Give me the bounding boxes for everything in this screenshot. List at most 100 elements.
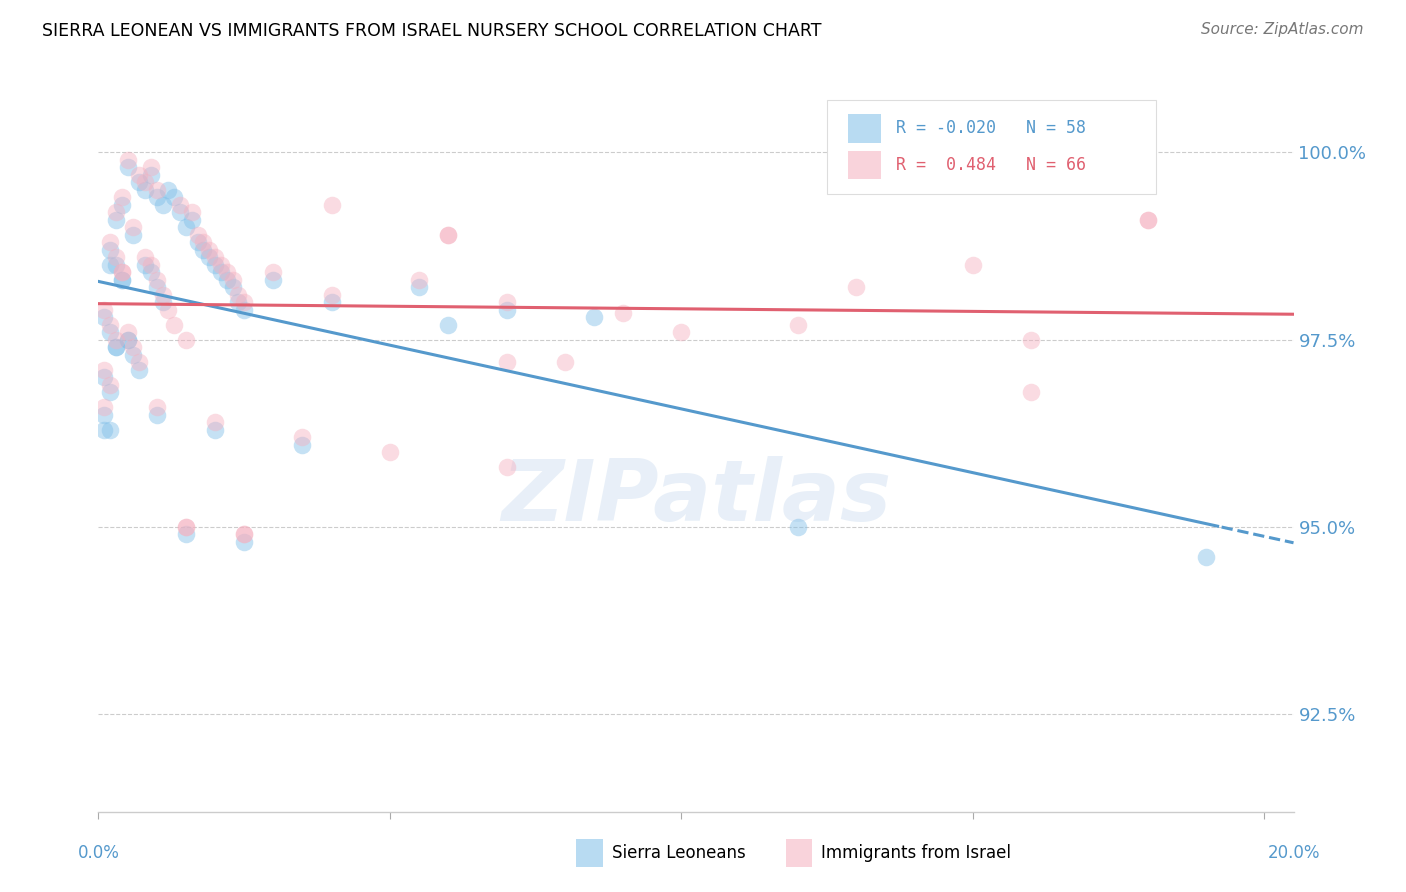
Point xyxy=(174,527,197,541)
Point xyxy=(582,310,605,325)
Point xyxy=(157,302,180,317)
Point xyxy=(198,243,221,257)
Point xyxy=(186,235,208,250)
Point xyxy=(145,408,167,422)
Point xyxy=(134,250,156,264)
Text: R =  0.484   N = 66: R = 0.484 N = 66 xyxy=(896,156,1085,174)
Point xyxy=(128,175,150,189)
Point xyxy=(117,333,139,347)
Point xyxy=(321,295,343,310)
Point xyxy=(291,437,314,451)
Point xyxy=(215,265,238,279)
Point xyxy=(117,325,139,339)
Point xyxy=(209,258,232,272)
Point xyxy=(93,408,115,422)
Point xyxy=(174,220,197,235)
Point xyxy=(93,370,115,384)
Point xyxy=(98,377,121,392)
Point xyxy=(262,273,284,287)
Text: 20.0%: 20.0% xyxy=(1267,844,1320,862)
Point xyxy=(1195,549,1218,564)
Point xyxy=(117,161,139,175)
Point xyxy=(193,235,215,250)
Point xyxy=(671,325,693,339)
Text: Immigrants from Israel: Immigrants from Israel xyxy=(821,844,1011,862)
Point xyxy=(122,348,145,362)
Point xyxy=(186,227,208,242)
Point xyxy=(117,153,139,167)
Point xyxy=(215,273,238,287)
Point xyxy=(93,310,115,325)
Point xyxy=(180,212,202,227)
Point xyxy=(291,430,314,444)
Bar xyxy=(848,151,882,179)
Point xyxy=(122,227,145,242)
Bar xyxy=(576,838,603,867)
Point xyxy=(962,258,984,272)
Point xyxy=(204,415,226,429)
Point xyxy=(495,355,517,369)
Point xyxy=(787,520,810,534)
Point xyxy=(174,520,197,534)
Point xyxy=(145,190,167,204)
Point xyxy=(128,362,150,376)
Point xyxy=(128,355,150,369)
Text: ZIPatlas: ZIPatlas xyxy=(501,456,891,539)
Point xyxy=(233,527,256,541)
Point xyxy=(204,423,226,437)
Point xyxy=(163,318,186,332)
Point xyxy=(111,190,134,204)
Point xyxy=(209,265,232,279)
Point xyxy=(111,198,134,212)
Point xyxy=(145,273,167,287)
Point xyxy=(233,302,256,317)
Point xyxy=(98,423,121,437)
Bar xyxy=(786,838,811,867)
Point xyxy=(111,273,134,287)
Point xyxy=(145,280,167,294)
Point xyxy=(139,168,162,182)
Point xyxy=(98,385,121,400)
Point xyxy=(145,400,167,414)
Point xyxy=(1136,212,1159,227)
Point xyxy=(104,340,127,354)
Point xyxy=(228,295,250,310)
Point xyxy=(169,205,191,219)
Point xyxy=(612,306,634,320)
Point xyxy=(104,340,127,354)
Point xyxy=(437,227,460,242)
Point xyxy=(122,220,145,235)
Point xyxy=(221,273,243,287)
Bar xyxy=(848,114,882,143)
Point xyxy=(111,265,134,279)
Point xyxy=(139,258,162,272)
Point xyxy=(145,183,167,197)
Point xyxy=(845,280,868,294)
Point xyxy=(180,205,202,219)
Point xyxy=(93,362,115,376)
Point xyxy=(169,198,191,212)
Text: Sierra Leoneans: Sierra Leoneans xyxy=(613,844,747,862)
Point xyxy=(152,295,174,310)
Point xyxy=(408,280,430,294)
Point xyxy=(139,265,162,279)
Point xyxy=(134,258,156,272)
Point xyxy=(104,333,127,347)
Point xyxy=(98,325,121,339)
Point xyxy=(174,520,197,534)
Point xyxy=(198,250,221,264)
Y-axis label: Nursery School: Nursery School xyxy=(0,371,8,503)
Point xyxy=(495,295,517,310)
Point xyxy=(93,400,115,414)
Point xyxy=(554,355,576,369)
Point xyxy=(204,250,226,264)
Point xyxy=(134,175,156,189)
Point xyxy=(204,258,226,272)
Point xyxy=(98,235,121,250)
Point xyxy=(1019,333,1042,347)
Point xyxy=(104,212,127,227)
Point xyxy=(1136,212,1159,227)
Point xyxy=(437,318,460,332)
Point xyxy=(104,250,127,264)
Point xyxy=(262,265,284,279)
